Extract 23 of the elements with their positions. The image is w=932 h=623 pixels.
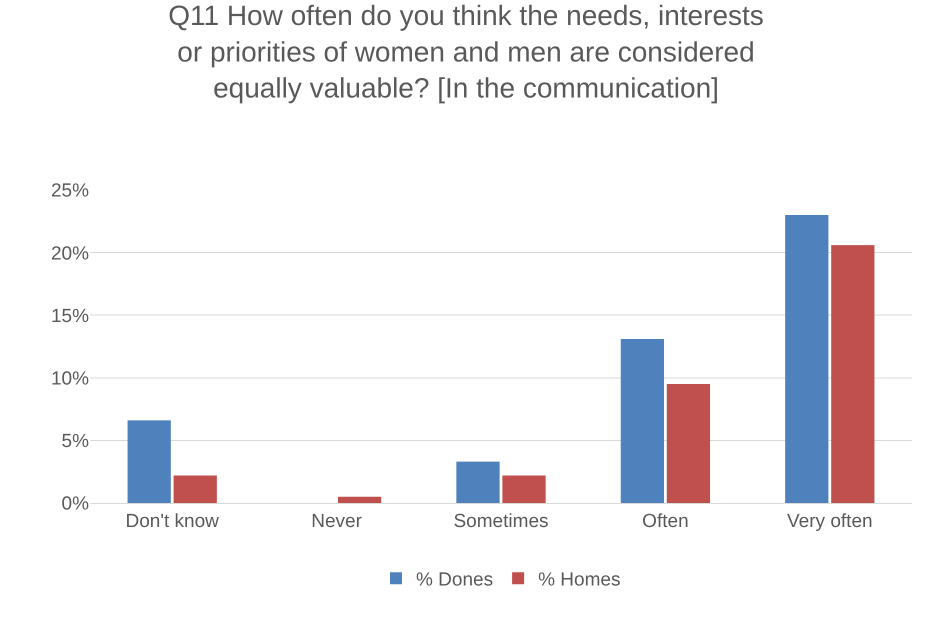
bar — [831, 245, 874, 503]
y-tick-label: 20% — [50, 243, 90, 264]
bar — [785, 215, 828, 503]
x-tick-label: Sometimes — [453, 510, 549, 532]
legend-label: % Homes — [538, 570, 620, 591]
bar — [338, 496, 382, 503]
y-tick-label: 10% — [50, 368, 90, 390]
x-tick-label: Don't know — [125, 510, 220, 532]
bar — [128, 420, 171, 503]
y-tick-label: 25% — [50, 180, 90, 202]
x-tick-label: Often — [642, 510, 689, 532]
bar — [456, 462, 500, 503]
y-tick-label: 15% — [50, 306, 90, 327]
bar — [666, 384, 710, 503]
y-tick-label: 5% — [62, 431, 90, 452]
legend-label: % Dones — [416, 570, 494, 591]
bar — [502, 475, 546, 503]
y-tick-label: 0% — [62, 494, 90, 515]
bar — [620, 338, 664, 503]
x-tick-label: Very often — [787, 510, 873, 532]
chart-title: Q11 How often do you think the needs, interests or priorities of women and men are considered equally valuable? [In the communication] — [168, 0, 764, 104]
x-tick-label: Never — [311, 510, 363, 532]
bar — [174, 475, 217, 503]
